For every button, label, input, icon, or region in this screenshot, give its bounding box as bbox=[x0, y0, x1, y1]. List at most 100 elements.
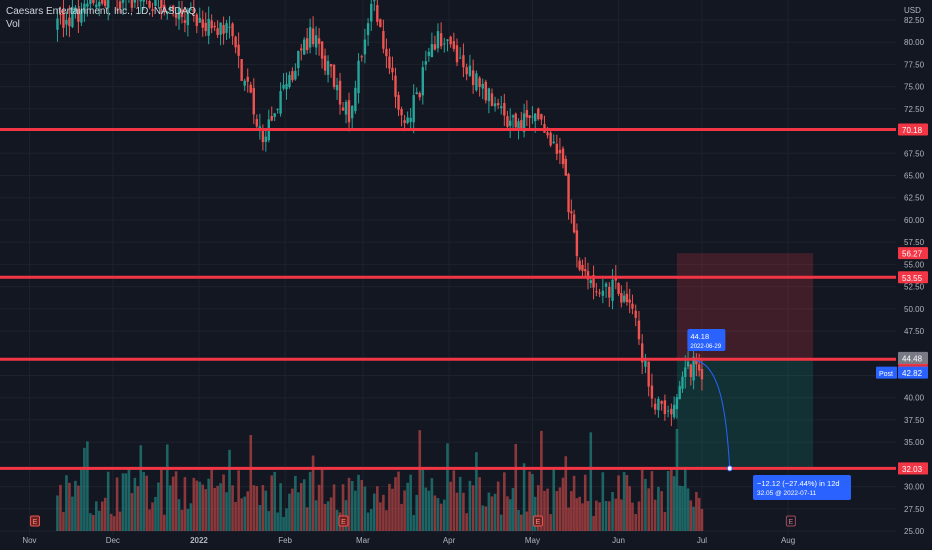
price-tag[interactable] bbox=[898, 247, 928, 260]
volume-label: Vol bbox=[6, 19, 20, 30]
candle-body bbox=[546, 132, 549, 136]
projection-curve[interactable] bbox=[696, 360, 731, 469]
earnings-badge[interactable] bbox=[338, 515, 349, 527]
candle-body bbox=[252, 87, 255, 115]
candle-body bbox=[433, 44, 437, 50]
earnings-marker[interactable]: E bbox=[785, 515, 796, 527]
projection-callout-change: −12.12 (−27.44%) in 12d bbox=[757, 479, 840, 488]
candle-body bbox=[506, 116, 509, 127]
price-tag[interactable] bbox=[898, 366, 928, 379]
candle-body bbox=[294, 70, 297, 80]
candle-body bbox=[213, 25, 216, 28]
horizontal-levels[interactable] bbox=[0, 127, 896, 470]
earnings-badge[interactable] bbox=[30, 515, 41, 527]
candle-body bbox=[366, 23, 370, 36]
candle-body bbox=[255, 119, 259, 127]
y-tick-label: 47.50 bbox=[904, 327, 925, 336]
take-profit-zone[interactable] bbox=[676, 359, 814, 469]
volume-bar bbox=[397, 471, 400, 531]
volume-bar bbox=[142, 472, 146, 531]
earnings-label: E bbox=[341, 519, 346, 526]
candle-body bbox=[634, 310, 637, 318]
volume-bar bbox=[115, 477, 119, 531]
candle-body bbox=[415, 92, 418, 94]
volume-bar bbox=[543, 490, 546, 531]
volume-bar bbox=[222, 474, 225, 531]
candle-body bbox=[592, 275, 595, 288]
candle-body bbox=[598, 292, 601, 294]
candle-body bbox=[151, 9, 154, 11]
candle-body bbox=[622, 295, 626, 302]
volume-bar bbox=[484, 506, 488, 531]
candle-body bbox=[62, 10, 65, 28]
volume-bar bbox=[323, 503, 327, 531]
candle-body bbox=[644, 360, 647, 367]
post-market-tag[interactable] bbox=[876, 366, 897, 379]
earnings-badge[interactable] bbox=[532, 515, 543, 527]
candle-body bbox=[98, 1, 101, 7]
volume-bar bbox=[127, 468, 131, 531]
projection-arrow[interactable] bbox=[696, 360, 733, 472]
candle-body bbox=[575, 230, 579, 257]
volume-bar bbox=[288, 493, 291, 531]
volume-bar bbox=[522, 463, 526, 531]
candle-body bbox=[166, 11, 169, 14]
volume-bar bbox=[531, 474, 534, 531]
candle-body bbox=[608, 286, 611, 298]
price-tag[interactable] bbox=[898, 462, 928, 475]
y-tick-label: 82.50 bbox=[904, 16, 925, 25]
candle-body bbox=[601, 290, 605, 296]
projection-point[interactable] bbox=[726, 465, 733, 472]
volume-bar bbox=[71, 496, 74, 531]
volume-bar bbox=[672, 476, 676, 531]
volume-bar bbox=[449, 481, 452, 531]
level-price-tag[interactable] bbox=[898, 123, 928, 136]
candle-body bbox=[139, 0, 142, 2]
earnings-label: E bbox=[33, 519, 38, 526]
earnings-marker[interactable]: E bbox=[532, 515, 543, 527]
candle-body bbox=[264, 136, 268, 142]
volume-bar bbox=[311, 455, 315, 531]
volume-bar bbox=[299, 483, 303, 531]
volume-bar bbox=[121, 473, 125, 531]
volume-bar bbox=[496, 481, 500, 531]
volume-bar bbox=[653, 499, 657, 531]
candle-body bbox=[174, 14, 178, 18]
candle-body bbox=[207, 18, 210, 36]
candle-body bbox=[681, 376, 684, 389]
volume-bar bbox=[151, 502, 154, 531]
candle-body bbox=[171, 5, 175, 12]
candle-body bbox=[503, 103, 506, 116]
earnings-marker[interactable]: E bbox=[338, 515, 349, 527]
volume-bar bbox=[124, 473, 128, 531]
volume-bar bbox=[549, 514, 552, 531]
volume-bar bbox=[424, 487, 428, 531]
volume-bar bbox=[165, 444, 169, 531]
earnings-badge[interactable] bbox=[785, 515, 796, 527]
volume-bar bbox=[385, 510, 388, 531]
volume-bar bbox=[589, 432, 593, 531]
volume-bar bbox=[608, 501, 611, 531]
earnings-marker[interactable]: E bbox=[30, 515, 41, 527]
level-price-tag[interactable] bbox=[898, 271, 928, 284]
price-tag[interactable] bbox=[898, 351, 928, 364]
candle-body bbox=[686, 361, 690, 367]
y-tick-label: 27.50 bbox=[904, 505, 925, 514]
candle-body bbox=[555, 143, 559, 154]
candle-body bbox=[326, 61, 330, 75]
candle-body bbox=[657, 398, 660, 411]
candle-body bbox=[118, 1, 122, 9]
candle-body bbox=[490, 93, 494, 106]
volume-bar bbox=[595, 500, 598, 531]
volume-bar bbox=[234, 502, 237, 531]
currency-label: USD bbox=[904, 6, 921, 15]
candle-body bbox=[462, 55, 465, 68]
volume-bar bbox=[570, 491, 573, 531]
volume-bar bbox=[270, 475, 274, 531]
time-axis[interactable]: Nov Dec 2022 Feb Mar Apr May Jun Jul Aug bbox=[22, 536, 795, 545]
candle-body bbox=[231, 23, 234, 37]
volume-bar bbox=[697, 497, 701, 531]
